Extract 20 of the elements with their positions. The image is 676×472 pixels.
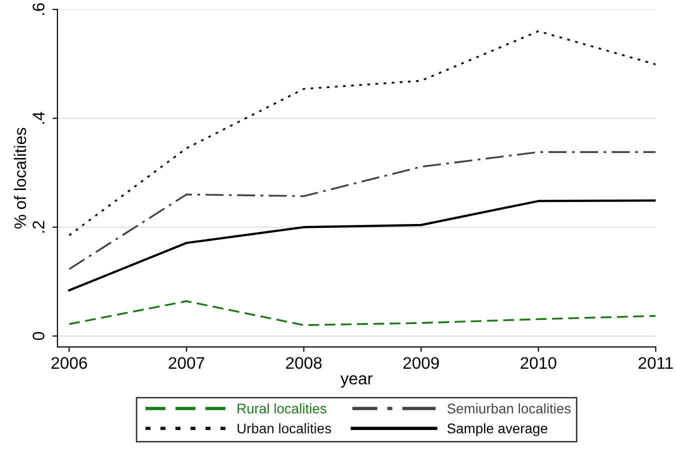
y-axis-title: % of localities: [14, 128, 26, 229]
line-series: [68, 151, 656, 270]
x-tick-label: 2011: [638, 357, 673, 369]
x-tick-label: 2007: [168, 357, 204, 369]
line-series: [68, 30, 656, 236]
x-tick-label: 2006: [51, 357, 87, 369]
text: Rural localities: [238, 403, 326, 414]
x-tick-label: 2009: [403, 357, 439, 369]
y-tick-label: .2: [32, 221, 44, 233]
text: Semiurban localities: [447, 403, 571, 414]
text: Sample average: [447, 423, 548, 436]
line-series: [68, 300, 656, 326]
y-tick-label: .6: [32, 3, 44, 15]
x-axis-title: year: [340, 375, 373, 388]
y-tick-label: .4: [32, 112, 44, 124]
y-tick-label: 0: [32, 332, 44, 340]
text: Urban localities: [238, 423, 332, 434]
x-tick-label: 2008: [286, 357, 322, 369]
x-tick-label: 2010: [520, 357, 556, 369]
line-series: [68, 199, 656, 292]
